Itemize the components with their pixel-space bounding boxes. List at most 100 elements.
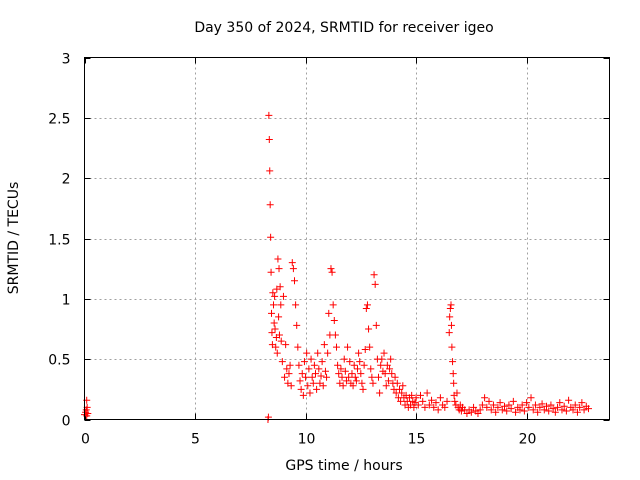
x-tick-label: 10 bbox=[298, 432, 316, 448]
data-point bbox=[399, 382, 407, 390]
data-point bbox=[270, 319, 278, 327]
data-point bbox=[317, 372, 325, 380]
data-point bbox=[470, 403, 478, 411]
data-point bbox=[428, 396, 436, 404]
data-point bbox=[268, 329, 276, 337]
data-point bbox=[376, 389, 384, 397]
y-tick-label: 2.5 bbox=[48, 112, 70, 128]
data-point bbox=[463, 409, 471, 417]
data-point bbox=[281, 373, 289, 381]
data-point bbox=[271, 292, 279, 300]
data-point bbox=[361, 346, 369, 354]
data-point bbox=[359, 385, 367, 393]
data-point bbox=[505, 401, 513, 409]
x-tick-label: 5 bbox=[191, 432, 200, 448]
data-point bbox=[386, 365, 394, 373]
data-point bbox=[529, 406, 537, 414]
x-tick-label: 0 bbox=[81, 432, 90, 448]
data-point bbox=[430, 403, 438, 411]
data-point bbox=[371, 280, 379, 288]
data-point bbox=[325, 309, 333, 317]
data-point bbox=[339, 382, 347, 390]
data-point bbox=[573, 408, 581, 416]
data-point bbox=[363, 301, 371, 309]
data-point bbox=[368, 373, 376, 381]
data-point bbox=[337, 365, 345, 373]
data-point bbox=[291, 277, 298, 285]
data-point bbox=[276, 283, 284, 291]
data-point bbox=[289, 265, 297, 273]
data-point bbox=[367, 365, 375, 373]
data-point bbox=[294, 343, 302, 351]
data-point bbox=[556, 399, 564, 407]
data-point bbox=[297, 385, 305, 393]
data-point bbox=[366, 343, 374, 351]
data-point bbox=[312, 370, 319, 378]
data-point bbox=[448, 343, 456, 351]
data-point bbox=[266, 201, 274, 209]
data-point bbox=[321, 367, 329, 375]
data-point bbox=[554, 403, 562, 411]
data-point bbox=[377, 361, 385, 369]
data-point bbox=[360, 361, 368, 369]
data-point bbox=[329, 301, 337, 309]
data-point bbox=[295, 361, 303, 369]
data-point bbox=[305, 365, 313, 373]
data-point bbox=[285, 370, 293, 378]
y-tick-label: 2 bbox=[62, 172, 71, 188]
data-point bbox=[308, 373, 316, 381]
data-point bbox=[410, 403, 418, 411]
data-point bbox=[547, 401, 555, 409]
data-point bbox=[549, 405, 557, 413]
data-point bbox=[585, 405, 592, 413]
data-point bbox=[391, 373, 399, 381]
data-point bbox=[320, 341, 328, 349]
data-point bbox=[423, 389, 431, 397]
data-point bbox=[453, 389, 461, 397]
data-point bbox=[538, 400, 546, 408]
data-point bbox=[342, 377, 350, 385]
y-tick-label: 3 bbox=[62, 52, 71, 68]
data-point bbox=[357, 370, 365, 378]
data-point bbox=[279, 292, 287, 300]
data-point bbox=[443, 397, 451, 405]
data-point bbox=[481, 394, 489, 402]
data-point bbox=[298, 370, 306, 378]
data-point bbox=[525, 403, 533, 411]
data-point bbox=[375, 373, 382, 381]
data-point bbox=[446, 313, 454, 321]
data-point bbox=[451, 397, 459, 405]
data-point bbox=[457, 407, 465, 415]
data-point bbox=[307, 355, 315, 363]
data-point bbox=[277, 337, 285, 345]
data-point bbox=[270, 301, 277, 309]
x-tick-label: 15 bbox=[408, 432, 426, 448]
data-point bbox=[355, 349, 363, 357]
data-point bbox=[341, 367, 349, 375]
data-point bbox=[334, 361, 342, 369]
data-point bbox=[372, 321, 380, 329]
data-point bbox=[273, 349, 281, 357]
data-point bbox=[562, 407, 570, 415]
data-point bbox=[382, 382, 390, 390]
data-point bbox=[278, 358, 286, 366]
data-point bbox=[501, 402, 508, 410]
data-point bbox=[303, 349, 311, 357]
data-point bbox=[565, 396, 573, 404]
data-point bbox=[425, 401, 433, 409]
data-point bbox=[441, 403, 449, 411]
data-point bbox=[302, 373, 310, 381]
data-point bbox=[543, 402, 550, 410]
data-point bbox=[576, 403, 584, 411]
data-point bbox=[381, 370, 389, 378]
data-point bbox=[494, 403, 502, 411]
data-point bbox=[536, 403, 544, 411]
data-point bbox=[421, 403, 429, 411]
data-point bbox=[483, 403, 491, 411]
data-point bbox=[288, 259, 296, 267]
data-point bbox=[531, 401, 539, 409]
data-point bbox=[299, 391, 307, 399]
data-point bbox=[512, 408, 520, 416]
data-point bbox=[330, 317, 338, 325]
